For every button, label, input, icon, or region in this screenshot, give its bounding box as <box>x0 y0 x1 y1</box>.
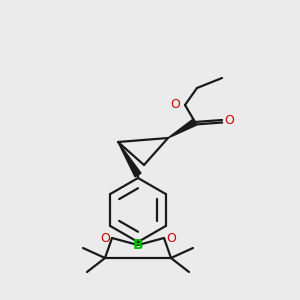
Text: O: O <box>166 232 176 244</box>
Text: O: O <box>170 98 180 112</box>
Text: O: O <box>100 232 110 244</box>
Polygon shape <box>168 119 197 138</box>
Text: O: O <box>224 113 234 127</box>
Text: B: B <box>133 238 143 252</box>
Polygon shape <box>118 142 141 177</box>
